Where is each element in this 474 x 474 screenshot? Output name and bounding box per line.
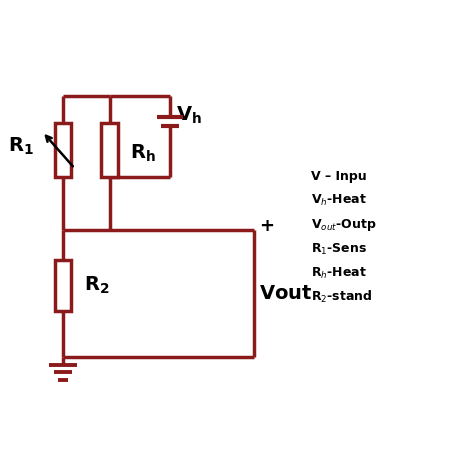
Text: V$_{out}$-Outp: V$_{out}$-Outp xyxy=(310,217,376,233)
Text: V – Inpu: V – Inpu xyxy=(310,170,366,183)
Text: $\mathbf{Vout}$: $\mathbf{Vout}$ xyxy=(259,284,312,303)
Text: R$_1$-Sens: R$_1$-Sens xyxy=(310,241,367,256)
Text: +: + xyxy=(259,217,274,235)
Bar xyxy=(55,260,72,310)
Bar xyxy=(101,123,118,177)
Text: $\mathbf{R_2}$: $\mathbf{R_2}$ xyxy=(84,275,109,296)
Text: R$_h$-Heat: R$_h$-Heat xyxy=(310,265,366,281)
Bar xyxy=(55,123,72,177)
Text: V$_h$-Heat: V$_h$-Heat xyxy=(310,193,366,209)
Text: $\mathbf{R_h}$: $\mathbf{R_h}$ xyxy=(130,143,156,164)
Text: $\mathbf{V_h}$: $\mathbf{V_h}$ xyxy=(176,104,202,126)
Text: $\mathbf{R_1}$: $\mathbf{R_1}$ xyxy=(8,136,34,157)
Text: R$_2$-stand: R$_2$-stand xyxy=(310,289,372,305)
